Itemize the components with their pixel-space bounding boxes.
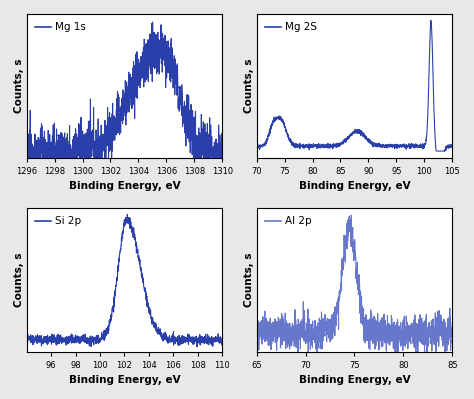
X-axis label: Binding Energy, eV: Binding Energy, eV <box>299 375 410 385</box>
Y-axis label: Counts, s: Counts, s <box>14 253 24 307</box>
X-axis label: Binding Energy, eV: Binding Energy, eV <box>69 375 180 385</box>
Legend: Mg 2S: Mg 2S <box>262 19 320 36</box>
X-axis label: Binding Energy, eV: Binding Energy, eV <box>299 181 410 191</box>
Legend: Si 2p: Si 2p <box>32 213 84 229</box>
Y-axis label: Counts, s: Counts, s <box>14 59 24 113</box>
Legend: Al 2p: Al 2p <box>262 213 315 229</box>
Y-axis label: Counts, s: Counts, s <box>244 253 254 307</box>
Y-axis label: Counts, s: Counts, s <box>244 59 254 113</box>
X-axis label: Binding Energy, eV: Binding Energy, eV <box>69 181 180 191</box>
Legend: Mg 1s: Mg 1s <box>32 19 89 36</box>
